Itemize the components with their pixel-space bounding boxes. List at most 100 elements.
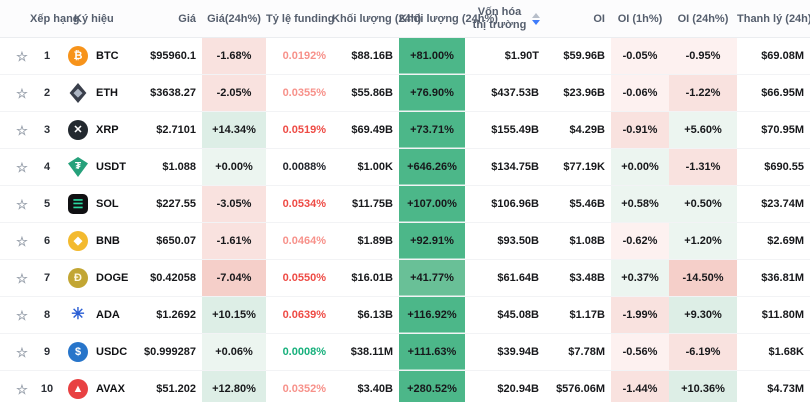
volume-24h-pct-cell: +92.91% <box>399 223 465 259</box>
oi-1h-cell: -0.62% <box>611 223 669 259</box>
header-oi-24h[interactable]: OI (24h%) <box>677 12 729 25</box>
volume-24h-pct-cell: +111.63% <box>399 334 465 370</box>
favorite-star-icon[interactable]: ☆ <box>16 344 28 360</box>
oi-cell: $576.06M <box>556 383 605 395</box>
favorite-star-icon[interactable]: ☆ <box>16 85 28 101</box>
price-change-24h-cell: +0.00% <box>202 149 266 185</box>
usdt-icon: ₮ <box>68 157 88 177</box>
header-volume-24h-pct[interactable]: Khối lượng (24h%) <box>399 12 498 25</box>
oi-24h-cell: +9.30% <box>669 297 737 333</box>
market-cap-cell: $134.75B <box>491 161 539 173</box>
volume-24h-pct-cell: +107.00% <box>399 186 465 222</box>
coin-symbol: ETH <box>96 87 118 99</box>
favorite-star-icon[interactable]: ☆ <box>16 381 28 397</box>
header-oi-1h[interactable]: OI (1h%) <box>617 12 663 25</box>
favorite-cell: ☆ <box>0 371 34 402</box>
price-change-24h-cell: +14.34% <box>202 112 266 148</box>
rank-cell: 1 <box>43 50 51 62</box>
bnb-icon: ◆ <box>68 231 88 251</box>
header-liquidation-24h[interactable]: Thanh lý (24h) <box>737 12 810 25</box>
rank-cell: 2 <box>43 87 51 99</box>
oi-cell: $5.46B <box>569 198 605 210</box>
funding-rate-cell: 0.0639% <box>282 309 326 321</box>
oi-24h-cell: -1.22% <box>669 75 737 111</box>
coin-symbol: AVAX <box>96 383 125 395</box>
favorite-star-icon[interactable]: ☆ <box>16 196 28 212</box>
symbol-cell[interactable]: ▲ AVAX <box>60 371 140 402</box>
funding-rate-cell: 0.0352% <box>282 383 326 395</box>
liquidation-24h-cell: $1.68K <box>768 346 804 358</box>
header-market-cap[interactable]: Vốn hóa thị trường <box>465 6 545 31</box>
symbol-cell[interactable]: ☰ SOL <box>60 186 140 222</box>
volume-24h-cell: $11.75B <box>352 198 393 210</box>
oi-1h-cell: +0.00% <box>611 149 669 185</box>
volume-24h-cell: $88.16B <box>351 50 393 62</box>
header-rank[interactable]: Xếp hạng <box>30 12 80 25</box>
header-price-change-24h[interactable]: Giá(24h%) <box>207 12 261 25</box>
price-cell: $2.7101 <box>156 124 196 136</box>
table-header: Xếp hạng Ký hiệu Giá Giá(24h%) Tỷ lệ fun… <box>0 0 810 38</box>
symbol-cell[interactable]: ₮ USDT <box>60 149 140 185</box>
oi-24h-cell: -0.95% <box>669 38 737 74</box>
market-cap-cell: $45.08B <box>497 309 539 321</box>
header-funding-rate[interactable]: Tỷ lệ funding <box>266 12 335 25</box>
favorite-cell: ☆ <box>0 75 34 111</box>
header-price[interactable]: Giá <box>178 12 196 25</box>
volume-24h-cell: $1.89B <box>357 235 393 247</box>
sol-icon: ☰ <box>68 194 88 214</box>
price-change-24h-cell: -1.68% <box>202 38 266 74</box>
volume-24h-pct-cell: +646.26% <box>399 149 465 185</box>
market-cap-cell: $93.50B <box>497 235 539 247</box>
funding-rate-cell: 0.0550% <box>282 272 326 284</box>
rank-cell: 9 <box>43 346 51 358</box>
symbol-cell[interactable]: ◆ ETH <box>60 75 140 111</box>
price-cell: $227.55 <box>156 198 196 210</box>
market-cap-cell: $437.53B <box>491 87 539 99</box>
favorite-cell: ☆ <box>0 260 34 296</box>
liquidation-24h-cell: $690.55 <box>764 161 804 173</box>
oi-1h-cell: -0.56% <box>611 334 669 370</box>
liquidation-24h-cell: $70.95M <box>761 124 804 136</box>
liquidation-24h-cell: $11.80M <box>761 309 804 321</box>
price-cell: $1.2692 <box>156 309 196 321</box>
oi-24h-cell: +5.60% <box>669 112 737 148</box>
favorite-star-icon[interactable]: ☆ <box>16 122 28 138</box>
funding-rate-cell: 0.0088% <box>282 161 326 173</box>
header-oi[interactable]: OI <box>593 12 605 25</box>
favorite-star-icon[interactable]: ☆ <box>16 233 28 249</box>
market-cap-cell: $1.90T <box>504 50 539 62</box>
header-symbol[interactable]: Ký hiệu <box>74 12 114 25</box>
volume-24h-cell: $38.11M <box>350 346 393 358</box>
symbol-cell[interactable]: ✕ XRP <box>60 112 140 148</box>
symbol-cell[interactable]: ✳ ADA <box>60 297 140 333</box>
symbol-cell[interactable]: ◆ BNB <box>60 223 140 259</box>
oi-cell: $23.96B <box>563 87 605 99</box>
ada-icon: ✳ <box>71 306 85 323</box>
favorite-star-icon[interactable]: ☆ <box>16 48 28 64</box>
price-change-24h-cell: -2.05% <box>202 75 266 111</box>
favorite-cell: ☆ <box>0 38 34 74</box>
xrp-icon: ✕ <box>68 120 88 140</box>
favorite-star-icon[interactable]: ☆ <box>16 307 28 323</box>
oi-24h-cell: -1.31% <box>669 149 737 185</box>
oi-24h-cell: +1.20% <box>669 223 737 259</box>
oi-1h-cell: -0.05% <box>611 38 669 74</box>
coin-symbol: ADA <box>96 309 120 321</box>
funding-rate-cell: 0.0519% <box>282 124 326 136</box>
symbol-cell[interactable]: $ USDC <box>60 334 140 370</box>
sort-icon[interactable] <box>531 12 540 25</box>
oi-cell: $77.19K <box>563 161 605 173</box>
price-change-24h-cell: +10.15% <box>202 297 266 333</box>
market-cap-cell: $61.64B <box>497 272 539 284</box>
oi-cell: $1.17B <box>569 309 605 321</box>
symbol-cell[interactable]: ₿ BTC <box>60 38 140 74</box>
favorite-star-icon[interactable]: ☆ <box>16 159 28 175</box>
oi-1h-cell: -0.06% <box>611 75 669 111</box>
price-cell: $650.07 <box>156 235 196 247</box>
favorite-star-icon[interactable]: ☆ <box>16 270 28 286</box>
symbol-cell[interactable]: Ð DOGE <box>60 260 140 296</box>
volume-24h-cell: $1.00K <box>357 161 393 173</box>
price-change-24h-cell: -1.61% <box>202 223 266 259</box>
header-volume-24h[interactable]: Khối lượng (24h) <box>332 12 422 25</box>
volume-24h-pct-cell: +76.90% <box>399 75 465 111</box>
